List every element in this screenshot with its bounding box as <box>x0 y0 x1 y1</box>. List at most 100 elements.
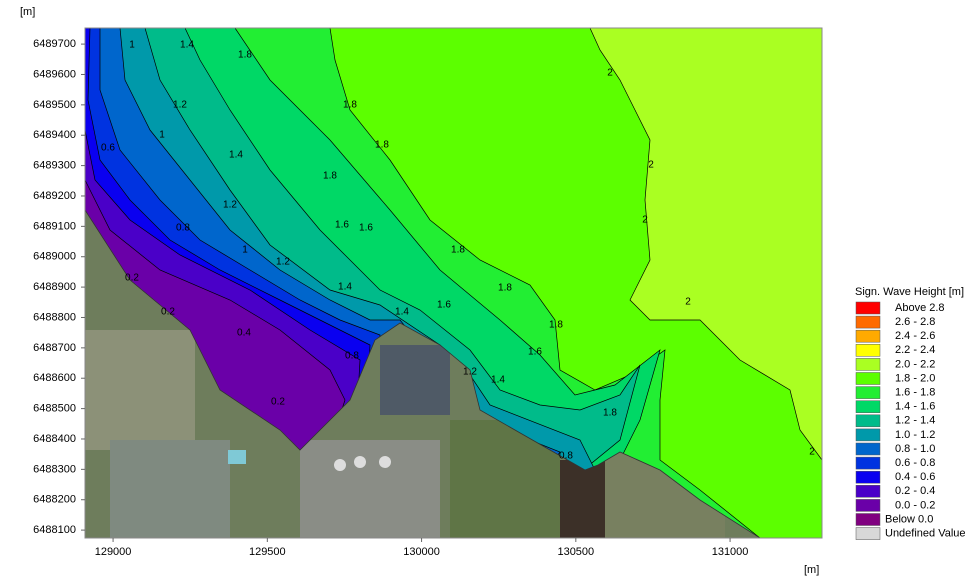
contour-label: 1.2 <box>276 257 290 268</box>
contour-label: 1 <box>242 245 248 256</box>
contour-label: 1.8 <box>238 50 252 61</box>
contour-label: 2 <box>809 447 815 458</box>
contour-label: 1.6 <box>359 223 373 234</box>
x-unit: [m] <box>804 564 819 576</box>
contour-label: 1.4 <box>180 40 194 51</box>
contour-label: 0.2 <box>125 273 139 284</box>
y-tick-label: 6489200 <box>33 190 76 202</box>
legend-swatch <box>855 485 881 498</box>
y-tick-label: 6489500 <box>33 99 76 111</box>
y-tick-label: 6488300 <box>33 463 76 475</box>
legend-swatch <box>855 329 881 343</box>
y-tick-label: 6488800 <box>33 311 76 323</box>
contour-label: 1.8 <box>498 283 512 294</box>
legend-swatch <box>855 442 881 456</box>
legend-swatch <box>855 527 881 540</box>
legend-swatch <box>855 414 881 428</box>
contour-label: 1.2 <box>223 200 237 211</box>
legend-label: 2.4 - 2.6 <box>895 330 935 342</box>
legend-swatch <box>855 372 881 385</box>
y-tick-label: 6489600 <box>33 68 76 80</box>
contour-label: 0.6 <box>101 143 115 154</box>
contour-label: 1.2 <box>173 100 187 111</box>
legend-swatch <box>855 513 881 526</box>
x-tick-label: 130000 <box>403 546 440 558</box>
contour-label: 0.2 <box>271 397 285 408</box>
contour-label: 1.8 <box>343 100 357 111</box>
legend-label: 0.0 - 0.2 <box>895 499 935 511</box>
contour-label: 2 <box>642 215 648 226</box>
contour-label: 2 <box>648 160 654 171</box>
y-tick-label: 6488700 <box>33 342 76 354</box>
legend-swatch <box>855 344 881 357</box>
legend-label: 0.8 - 1.0 <box>895 443 935 455</box>
legend-swatch <box>855 358 881 371</box>
y-tick-label: 6489300 <box>33 160 76 172</box>
legend-swatch <box>855 499 881 512</box>
contour-label: 1.2 <box>463 367 477 378</box>
legend-label: 1.8 - 2.0 <box>895 372 935 384</box>
legend-label: Below 0.0 <box>885 513 933 525</box>
legend-swatch <box>855 456 881 470</box>
y-tick-label: 6488600 <box>33 372 76 384</box>
y-tick-label: 6488400 <box>33 433 76 445</box>
contour-label: 0.8 <box>345 351 359 362</box>
legend-swatch <box>855 386 881 399</box>
y-tick-label: 6488200 <box>33 494 76 506</box>
x-tick-label: 131000 <box>712 546 749 558</box>
legend-label: 0.4 - 0.6 <box>895 471 935 483</box>
contour-label: 0.4 <box>237 328 251 339</box>
contour-label: 1.8 <box>603 408 617 419</box>
x-tick-label: 129000 <box>95 546 132 558</box>
y-tick-label: 6489100 <box>33 220 76 232</box>
legend-label: 1.4 - 1.6 <box>895 401 935 413</box>
y-tick-label: 6488900 <box>33 281 76 293</box>
contour-label: 1.8 <box>549 320 563 331</box>
contour-label: 0.8 <box>559 451 573 462</box>
x-tick-label: 129500 <box>249 546 286 558</box>
contour-label: 2 <box>685 297 691 308</box>
legend-swatch <box>855 428 881 442</box>
y-tick-label: 6489000 <box>33 251 76 263</box>
legend-label: Undefined Value <box>885 528 966 540</box>
plot-frame <box>84 27 823 539</box>
contour-label: 0.8 <box>176 223 190 234</box>
legend-label: 2.2 - 2.4 <box>895 344 935 356</box>
coastline <box>85 28 822 538</box>
contour-label: 1.8 <box>323 171 337 182</box>
legend-label: Above 2.8 <box>895 302 945 314</box>
contour-label: 1 <box>159 130 165 141</box>
legend-swatch <box>855 470 881 484</box>
legend-label: 1.2 - 1.4 <box>895 415 935 427</box>
contour-label: 1.6 <box>335 220 349 231</box>
legend-swatch <box>855 400 881 413</box>
contour-label: 0.2 <box>161 307 175 318</box>
legend-swatch <box>855 315 881 329</box>
legend-title: Sign. Wave Height [m] <box>855 286 964 298</box>
x-tick-label: 130500 <box>557 546 594 558</box>
contour-label: 1.6 <box>528 347 542 358</box>
legend-label: 2.0 - 2.2 <box>895 358 935 370</box>
y-tick-label: 6489700 <box>33 38 76 50</box>
contour-label: 1.4 <box>229 150 243 161</box>
legend-label: 1.6 - 1.8 <box>895 387 935 399</box>
contour-label: 1.4 <box>338 282 352 293</box>
band <box>589 28 822 462</box>
y-tick-label: 6489400 <box>33 129 76 141</box>
y-unit: [m] <box>20 6 35 18</box>
legend-label: 1.0 - 1.2 <box>895 429 935 441</box>
contour-label: 2 <box>607 68 613 79</box>
legend-label: 0.2 - 0.4 <box>895 485 935 497</box>
legend-label: 2.6 - 2.8 <box>895 316 935 328</box>
contour-label: 1.4 <box>491 375 505 386</box>
contour-label: 1.6 <box>437 300 451 311</box>
y-tick-label: 6488500 <box>33 403 76 415</box>
legend-label: 0.6 - 0.8 <box>895 457 935 469</box>
contour-label: 1.4 <box>395 307 409 318</box>
legend-swatch <box>855 301 881 315</box>
contour-label: 1.8 <box>451 245 465 256</box>
contour-label: 1.8 <box>375 140 389 151</box>
y-tick-label: 6488100 <box>33 524 76 536</box>
